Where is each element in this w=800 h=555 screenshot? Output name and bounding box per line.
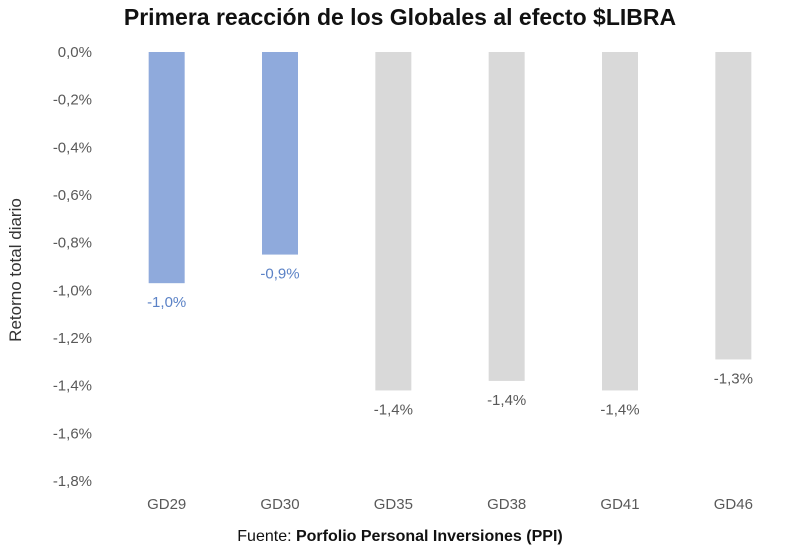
x-tick-labels: GD29 GD30 GD35 GD38 GD41 GD46 xyxy=(147,496,753,513)
x-tick-label-gd41: GD41 xyxy=(600,496,639,513)
x-tick-label-gd46: GD46 xyxy=(714,496,753,513)
data-label-gd29: -1,0% xyxy=(147,294,186,311)
x-tick-label-gd38: GD38 xyxy=(487,496,526,513)
y-tick-label: -1,8% xyxy=(53,473,92,490)
bars xyxy=(148,52,752,391)
bar-gd46 xyxy=(715,52,752,360)
data-label-gd35: -1,4% xyxy=(374,401,413,418)
data-labels: -1,0% -0,9% -1,4% -1,4% -1,4% -1,3% xyxy=(147,266,753,419)
bar-gd38 xyxy=(488,52,525,381)
source-note: Fuente: Porfolio Personal Inversiones (P… xyxy=(0,528,800,546)
chart-title: Primera reacción de los Globales al efec… xyxy=(123,4,677,30)
y-tick-label: -0,8% xyxy=(53,235,92,252)
bar-gd35 xyxy=(375,52,412,391)
x-tick-label-gd29: GD29 xyxy=(147,496,186,513)
y-tick-labels: 0,0% -0,2% -0,4% -0,6% -0,8% -1,0% -1,2% -1,4% -… xyxy=(53,44,92,490)
y-tick-label: -1,2% xyxy=(53,330,92,347)
x-tick-label-gd30: GD30 xyxy=(260,496,299,513)
data-label-gd38: -1,4% xyxy=(487,392,526,409)
data-label-gd41: -1,4% xyxy=(600,401,639,418)
y-tick-label: -0,2% xyxy=(53,92,92,109)
y-tick-label: -1,6% xyxy=(53,425,92,442)
y-tick-label: 0,0% xyxy=(58,44,92,61)
y-tick-label: -0,6% xyxy=(53,187,92,204)
data-label-gd46: -1,3% xyxy=(714,370,753,387)
x-tick-label-gd35: GD35 xyxy=(374,496,413,513)
y-tick-label: -1,4% xyxy=(53,378,92,395)
y-tick-label: -0,4% xyxy=(53,139,92,156)
y-tick-label: -1,0% xyxy=(53,282,92,299)
data-label-gd30: -0,9% xyxy=(260,266,299,283)
bar-gd30 xyxy=(262,52,298,255)
source-prefix: Fuente: xyxy=(237,528,296,545)
bar-gd29 xyxy=(148,52,185,284)
bar-gd41 xyxy=(602,52,638,391)
source-name: Porfolio Personal Inversiones (PPI) xyxy=(295,528,563,545)
